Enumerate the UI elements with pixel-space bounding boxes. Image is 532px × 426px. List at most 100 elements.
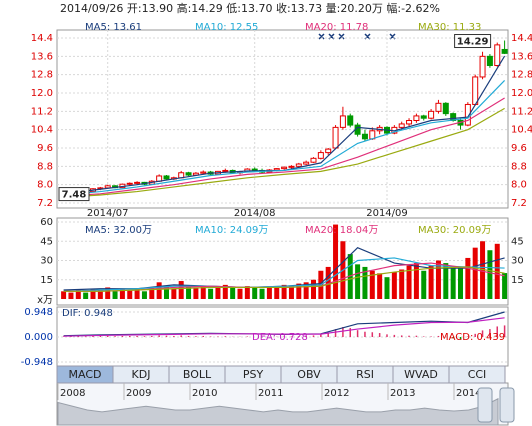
candle-body xyxy=(163,175,170,180)
volume-bar xyxy=(391,272,397,299)
candle-body xyxy=(288,165,295,168)
ma-line xyxy=(63,97,505,197)
y-tick-label: 9.6 xyxy=(37,143,53,154)
volume-bar xyxy=(384,277,390,299)
candle-body xyxy=(310,157,317,163)
volume-bar xyxy=(252,287,258,299)
candle-body xyxy=(317,152,324,159)
y-tick-label: -0.948 xyxy=(21,357,53,368)
y-tick-label: 45 xyxy=(40,236,53,247)
candle-body xyxy=(428,110,435,119)
volume-bar xyxy=(274,286,280,299)
volume-bar xyxy=(281,284,287,299)
ma-line xyxy=(63,107,505,198)
candle-body xyxy=(369,130,376,140)
handle-right[interactable] xyxy=(499,387,515,423)
y-tick-label: 10.4 xyxy=(31,125,53,136)
volume-bar xyxy=(458,268,463,299)
volume-bar xyxy=(156,282,162,299)
candle-body xyxy=(339,115,346,128)
volume-bar xyxy=(362,266,368,299)
dea-line xyxy=(63,317,505,337)
legend-label: MA30: 11.33 xyxy=(418,22,481,33)
legend-label: MA20: 18.04万 xyxy=(305,225,378,236)
overview-year-label: 2008 xyxy=(60,388,85,399)
handle-left[interactable] xyxy=(477,387,493,423)
overview-year-label: 2014 xyxy=(456,388,481,399)
y-tick-label-right: 8.8 xyxy=(511,161,527,172)
candle-body xyxy=(479,55,486,78)
low-label: 7.48 xyxy=(62,190,87,201)
volume-bar xyxy=(325,266,331,299)
event-markers xyxy=(318,33,396,40)
legend-label: DIF: 0.948 xyxy=(62,308,113,319)
volume-bar xyxy=(112,291,118,299)
y-tick-label: 8.0 xyxy=(37,180,53,191)
volume-bar xyxy=(333,224,339,299)
volume-bar xyxy=(421,270,427,299)
volume-bar xyxy=(97,290,103,299)
y-tick-label-right: 8.0 xyxy=(511,180,527,191)
indicator-tab-label[interactable]: WVAD xyxy=(404,368,438,381)
volume-bar xyxy=(413,263,419,299)
indicator-tab-label[interactable]: BOLL xyxy=(183,368,212,381)
legend-label: MA30: 20.09万 xyxy=(418,225,491,236)
indicator-tab-label[interactable]: KDJ xyxy=(132,368,151,381)
candle-body xyxy=(420,115,427,119)
volume-bar xyxy=(164,286,169,299)
y-tick-label-right: 11.2 xyxy=(511,106,532,117)
volume-bar xyxy=(465,257,471,299)
volume-bar xyxy=(311,279,316,299)
volume-bar xyxy=(178,281,184,299)
volume-bar xyxy=(222,284,228,299)
volume-bar xyxy=(149,287,155,299)
y-tick-label: 7.2 xyxy=(37,198,53,209)
y-tick-label: 12.0 xyxy=(31,88,53,99)
overview-year-label: 2009 xyxy=(126,388,151,399)
candle-body xyxy=(494,44,501,66)
low-label-box xyxy=(58,187,90,202)
y-tick-label-right: 45 xyxy=(511,236,524,247)
candle-body xyxy=(464,103,471,126)
volume-bar xyxy=(171,288,177,299)
legend-label: MA10: 12.55 xyxy=(195,22,258,33)
volume-bar xyxy=(230,287,236,299)
volume-bar xyxy=(266,287,272,299)
candle-body xyxy=(281,166,288,170)
candle-body xyxy=(126,182,133,185)
y-tick-label: 11.2 xyxy=(31,106,53,117)
volume-bar xyxy=(83,292,89,299)
candle-body xyxy=(361,133,368,140)
overview-handle[interactable] xyxy=(477,387,515,423)
indicator-tab-label[interactable]: RSI xyxy=(356,368,374,381)
y-tick-label-right: 15 xyxy=(511,275,524,286)
volume-bar xyxy=(472,247,478,299)
candle-body xyxy=(406,120,413,125)
y-tick-label: 0.948 xyxy=(24,307,53,318)
volume-bar xyxy=(75,290,81,299)
indicator-tab[interactable] xyxy=(448,365,506,384)
y-tick-label-right: 12.8 xyxy=(511,70,532,81)
volume-bar xyxy=(428,265,434,299)
candle-body xyxy=(435,102,442,112)
indicator-tab-label[interactable]: CCI xyxy=(468,368,487,381)
legend-label: MA5: 32.00万 xyxy=(85,225,152,236)
volume-bar xyxy=(450,266,456,299)
candle-body xyxy=(185,172,192,176)
y-tick-label-right: 30 xyxy=(511,256,524,267)
x-tick-label: 2014/09 xyxy=(366,208,408,219)
overview-year-label: 2011 xyxy=(258,388,283,399)
overview-area xyxy=(57,397,499,426)
indicator-tab-label[interactable]: OBV xyxy=(297,368,321,381)
volume-bar xyxy=(186,286,192,299)
indicator-tab-label[interactable]: PSY xyxy=(243,368,264,381)
indicator-tab-label[interactable]: MACD xyxy=(69,368,102,381)
y-tick-label: 13.6 xyxy=(31,51,53,62)
candle-body xyxy=(347,115,354,126)
volume-bar xyxy=(406,265,412,299)
y-tick-label: 15 xyxy=(40,275,53,286)
volume-bar xyxy=(443,263,449,299)
volume-bar xyxy=(193,287,199,299)
volume-bar xyxy=(377,273,383,299)
